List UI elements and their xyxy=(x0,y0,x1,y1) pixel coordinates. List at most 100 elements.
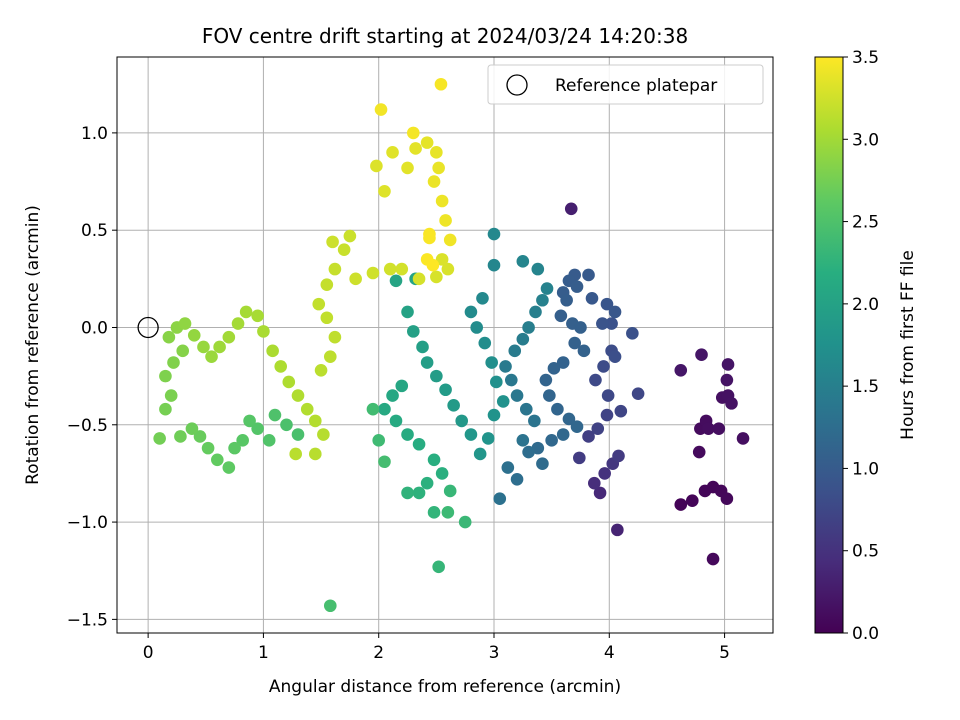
data-point xyxy=(582,268,595,282)
data-point xyxy=(427,453,441,467)
data-point xyxy=(522,321,535,334)
data-point xyxy=(605,317,618,330)
y-tick-label: 1.0 xyxy=(81,124,108,144)
legend: Reference platepar xyxy=(487,64,764,105)
data-point xyxy=(611,523,624,537)
colorbar xyxy=(814,56,844,634)
data-point xyxy=(510,472,524,486)
data-point xyxy=(427,506,441,519)
data-point xyxy=(430,270,443,284)
legend-reference-marker xyxy=(506,74,528,96)
data-point xyxy=(174,430,187,443)
data-point xyxy=(539,373,553,387)
data-point xyxy=(736,432,750,445)
data-point xyxy=(406,126,420,140)
colorbar-tick-label: 3.0 xyxy=(852,130,879,150)
data-point xyxy=(608,305,622,319)
data-point xyxy=(395,379,409,393)
data-point xyxy=(412,272,426,286)
x-axis-ticks: 0 1 2 3 4 5 xyxy=(143,633,730,663)
data-point xyxy=(702,422,715,435)
data-point xyxy=(193,430,207,443)
data-point xyxy=(522,445,535,459)
data-point xyxy=(443,484,457,498)
data-point xyxy=(162,330,176,344)
y-tick-label: −0.5 xyxy=(67,416,108,436)
data-point xyxy=(239,305,253,319)
data-point xyxy=(519,402,533,416)
colorbar-tick-label: 2.5 xyxy=(852,213,879,233)
legend-box xyxy=(487,64,764,105)
data-point xyxy=(187,328,201,342)
data-point xyxy=(508,344,522,358)
data-point xyxy=(420,136,434,149)
data-point xyxy=(481,432,495,445)
data-point xyxy=(439,383,452,397)
data-point xyxy=(222,330,236,344)
data-point xyxy=(274,360,288,373)
colorbar-tick-label: 1.0 xyxy=(852,459,879,479)
data-point xyxy=(560,293,573,307)
data-point xyxy=(251,422,264,435)
data-point xyxy=(167,356,180,369)
data-point xyxy=(374,103,388,116)
data-point xyxy=(280,418,293,432)
data-point xyxy=(720,373,734,387)
data-point xyxy=(536,293,549,307)
colorbar-tick-label: 0.0 xyxy=(852,624,879,644)
data-point xyxy=(378,455,391,469)
data-point xyxy=(257,325,270,338)
legend-entry-reference: Reference platepar xyxy=(555,76,717,96)
data-point xyxy=(314,363,328,377)
data-point xyxy=(401,428,414,441)
data-point xyxy=(570,280,584,293)
data-point xyxy=(455,414,469,428)
data-point xyxy=(501,461,515,474)
data-point xyxy=(574,321,587,334)
data-point xyxy=(211,453,224,467)
data-point xyxy=(289,447,302,461)
y-tick-label: 0.0 xyxy=(81,318,108,338)
data-point xyxy=(612,449,625,463)
data-point xyxy=(401,305,414,319)
data-point xyxy=(554,309,568,323)
data-point xyxy=(243,414,256,428)
x-tick-label: 0 xyxy=(143,643,154,663)
data-point xyxy=(317,428,330,441)
data-point xyxy=(499,360,512,373)
data-point xyxy=(251,309,264,323)
data-point xyxy=(447,399,460,412)
data-point xyxy=(389,414,403,428)
data-point xyxy=(416,340,429,354)
data-point xyxy=(159,369,172,383)
data-point xyxy=(601,389,615,402)
data-point xyxy=(464,428,478,441)
data-point xyxy=(547,362,561,375)
data-point xyxy=(585,291,599,305)
data-point xyxy=(176,344,190,358)
data-point xyxy=(556,428,570,441)
data-point xyxy=(308,447,322,461)
data-point xyxy=(614,404,628,418)
data-point xyxy=(383,262,397,276)
data-point xyxy=(372,434,386,447)
data-point xyxy=(205,350,218,363)
data-point xyxy=(201,441,215,455)
data-point xyxy=(712,422,726,435)
data-point xyxy=(378,402,391,416)
data-point xyxy=(328,330,342,344)
data-point xyxy=(370,159,383,173)
data-point xyxy=(674,498,688,511)
data-point xyxy=(434,77,448,91)
data-point xyxy=(464,305,478,319)
colorbar-ticks: 0.0 0.5 1.0 1.5 2.0 2.5 3.0 3.5 xyxy=(843,48,879,644)
data-point xyxy=(231,317,245,330)
data-point xyxy=(420,356,434,369)
data-point xyxy=(197,340,210,354)
data-point xyxy=(185,422,199,435)
data-point xyxy=(543,389,556,402)
data-point xyxy=(725,397,738,410)
data-point xyxy=(432,560,445,574)
data-point xyxy=(308,414,322,428)
data-point xyxy=(510,389,524,402)
